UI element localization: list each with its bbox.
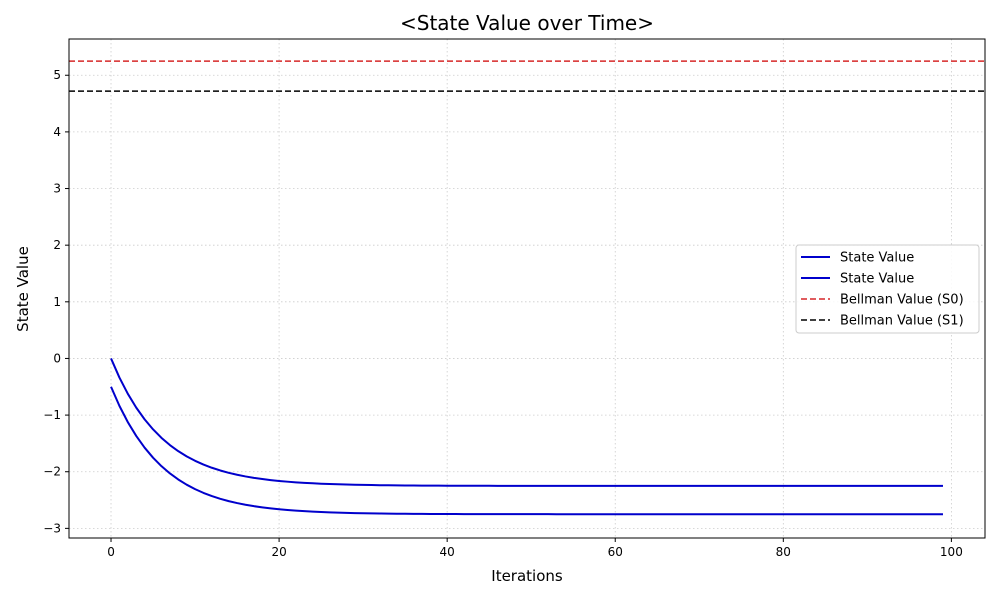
y-tick-label: −1 xyxy=(43,408,61,422)
legend-label: State Value xyxy=(840,272,914,287)
y-tick-label: −2 xyxy=(43,465,61,479)
x-tick-label: 60 xyxy=(608,545,623,559)
y-axis: −3 −2 −1 0 1 2 3 4 5 xyxy=(43,68,69,535)
legend: State Value State Value Bellman Value (S0)… xyxy=(795,244,980,334)
y-tick-label: 1 xyxy=(53,295,61,309)
series-lines xyxy=(110,358,943,516)
y-tick-label: 3 xyxy=(53,182,61,196)
legend-label: Bellman Value (S0) xyxy=(840,293,964,308)
legend-label: State Value xyxy=(840,251,914,266)
x-axis-label: Iterations xyxy=(491,567,563,585)
x-axis: 0 20 40 60 80 100 xyxy=(107,538,963,559)
x-tick-label: 80 xyxy=(776,545,791,559)
x-tick-label: 20 xyxy=(271,545,286,559)
legend-label: Bellman Value (S1) xyxy=(840,314,964,329)
x-tick-label: 40 xyxy=(440,545,455,559)
y-tick-label: 2 xyxy=(53,238,61,252)
y-tick-label: 5 xyxy=(53,68,61,82)
x-tick-label: 100 xyxy=(940,545,963,559)
state-value-line-1 xyxy=(110,358,943,487)
chart-title: <State Value over Time> xyxy=(400,11,654,35)
state-value-line-2 xyxy=(110,386,943,516)
plot-area xyxy=(68,38,986,539)
y-axis-label: State Value xyxy=(14,246,32,332)
reference-lines xyxy=(69,60,985,92)
legend-box xyxy=(795,244,980,334)
x-tick-label: 0 xyxy=(107,545,115,559)
y-tick-label: −3 xyxy=(43,521,61,535)
y-tick-label: 0 xyxy=(53,351,61,365)
y-tick-label: 4 xyxy=(53,125,61,139)
